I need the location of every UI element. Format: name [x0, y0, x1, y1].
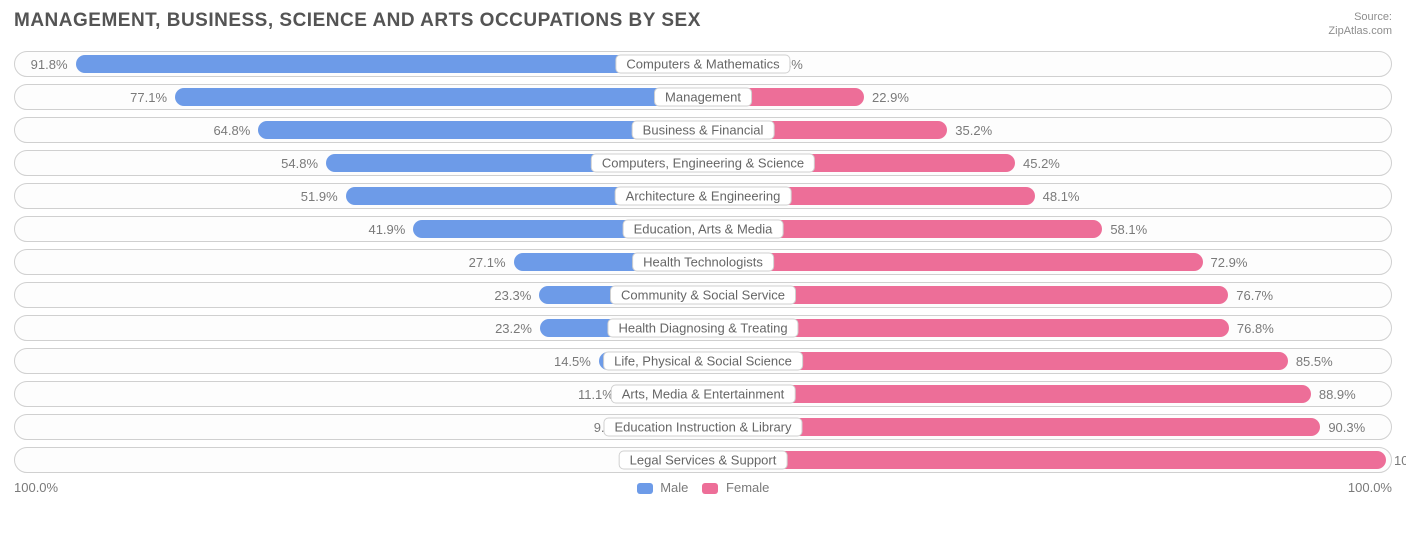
diverging-bar-chart: 91.8%8.3%Computers & Mathematics 77.1% 22.…: [14, 51, 1392, 473]
bar-row: 77.1% 22.9% Management: [14, 84, 1392, 110]
male-pct: 54.8%: [281, 151, 318, 177]
source: Source: ZipAtlas.com: [1328, 10, 1392, 39]
legend-item-male: Male: [637, 480, 689, 495]
male-pct: 27.1%: [469, 250, 506, 276]
male-pct: 51.9%: [301, 184, 338, 210]
chart-footer: 100.0% Male Female 100.0%: [14, 480, 1392, 495]
male-pct: 14.5%: [554, 349, 591, 375]
bar-row: 91.8%8.3%Computers & Mathematics: [14, 51, 1392, 77]
category-label: Legal Services & Support: [619, 450, 788, 469]
male-pct: 23.3%: [494, 283, 531, 309]
legend: Male Female: [637, 480, 770, 495]
source-name: ZipAtlas.com: [1328, 24, 1392, 38]
bar-row: 27.1% 72.9% Health Technologists: [14, 249, 1392, 275]
bar-row: 64.8% 35.2% Business & Financial: [14, 117, 1392, 143]
female-swatch-icon: [702, 483, 718, 494]
female-pct: 100.0%: [1394, 448, 1406, 474]
female-pct: 76.7%: [1236, 283, 1273, 309]
male-bar: [76, 55, 697, 73]
category-label: Health Technologists: [632, 252, 774, 271]
female-bar: [709, 451, 1386, 469]
female-pct: 85.5%: [1296, 349, 1333, 375]
female-pct: 90.3%: [1328, 415, 1365, 441]
female-pct: 72.9%: [1211, 250, 1248, 276]
male-pct: 64.8%: [213, 118, 250, 144]
legend-male-label: Male: [660, 480, 688, 495]
female-pct: 48.1%: [1043, 184, 1080, 210]
category-label: Arts, Media & Entertainment: [611, 384, 796, 403]
female-bar: [709, 385, 1311, 403]
category-label: Education, Arts & Media: [623, 219, 784, 238]
chart-title: MANAGEMENT, BUSINESS, SCIENCE AND ARTS O…: [14, 10, 701, 32]
category-label: Architecture & Engineering: [615, 186, 792, 205]
male-pct: 77.1%: [130, 85, 167, 111]
category-label: Education Instruction & Library: [603, 417, 802, 436]
legend-item-female: Female: [702, 480, 769, 495]
category-label: Computers, Engineering & Science: [591, 153, 815, 172]
header: MANAGEMENT, BUSINESS, SCIENCE AND ARTS O…: [14, 10, 1392, 39]
bar-row: 51.9% 48.1% Architecture & Engineering: [14, 183, 1392, 209]
axis-left-label: 100.0%: [14, 480, 58, 495]
category-label: Community & Social Service: [610, 285, 796, 304]
female-pct: 58.1%: [1110, 217, 1147, 243]
bar-row: 0.0%100.0%Legal Services & Support: [14, 447, 1392, 473]
source-label: Source:: [1328, 10, 1392, 24]
bar-row: 9.7%90.3%Education Instruction & Library: [14, 414, 1392, 440]
male-bar: [175, 88, 697, 106]
category-label: Health Diagnosing & Treating: [607, 318, 798, 337]
male-pct: 23.2%: [495, 316, 532, 342]
legend-female-label: Female: [726, 480, 769, 495]
female-pct: 22.9%: [872, 85, 909, 111]
bar-row: 23.3% 76.7% Community & Social Service: [14, 282, 1392, 308]
bar-row: 11.1% 88.9% Arts, Media & Entertainment: [14, 381, 1392, 407]
axis-right-label: 100.0%: [1348, 480, 1392, 495]
female-pct: 76.8%: [1237, 316, 1274, 342]
female-pct: 88.9%: [1319, 382, 1356, 408]
female-pct: 35.2%: [955, 118, 992, 144]
male-pct: 91.8%: [31, 52, 68, 78]
male-pct: 41.9%: [368, 217, 405, 243]
female-bar: [709, 253, 1203, 271]
category-label: Business & Financial: [632, 120, 775, 139]
bar-row: 23.2% 76.8% Health Diagnosing & Treating: [14, 315, 1392, 341]
bar-row: 41.9% 58.1% Education, Arts & Media: [14, 216, 1392, 242]
category-label: Management: [654, 87, 752, 106]
bar-row: 54.8% 45.2% Computers, Engineering & Scien…: [14, 150, 1392, 176]
male-pct: 11.1%: [578, 382, 614, 408]
male-swatch-icon: [637, 483, 653, 494]
category-label: Life, Physical & Social Science: [603, 351, 803, 370]
female-pct: 45.2%: [1023, 151, 1060, 177]
bar-row: 14.5% 85.5% Life, Physical & Social Scienc…: [14, 348, 1392, 374]
category-label: Computers & Mathematics: [615, 54, 790, 73]
